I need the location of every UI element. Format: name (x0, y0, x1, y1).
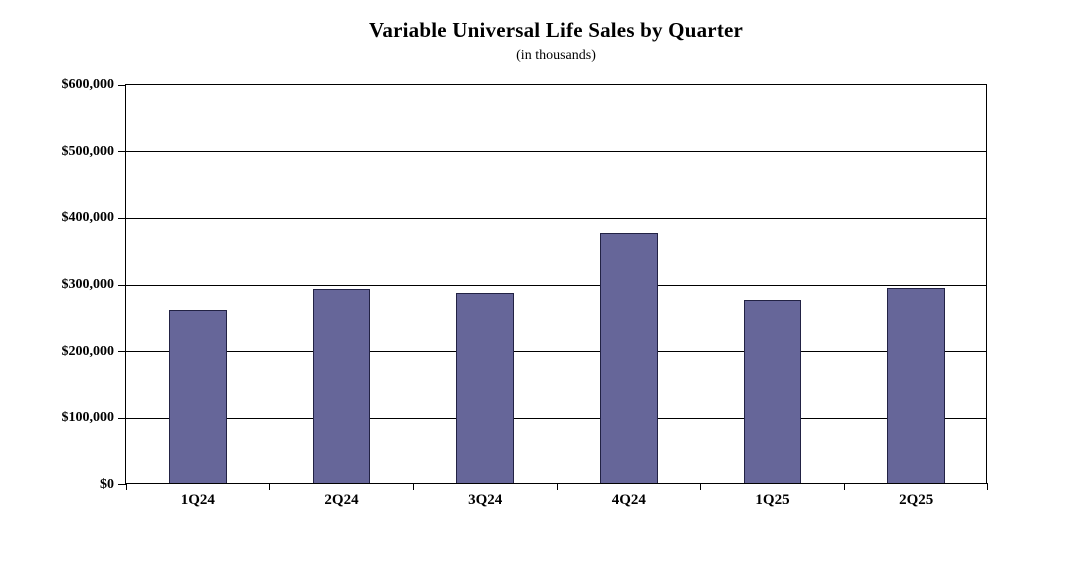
y-axis-tick (118, 85, 126, 86)
y-axis-label: $600,000 (61, 77, 115, 92)
gridline (126, 284, 986, 286)
plot-area: $0 $100,000 $200,000 $300,000 $400,000 $500,0… (62, 77, 988, 508)
bar-2Q24 (312, 289, 371, 483)
y-axis-label: $400,000 (61, 210, 115, 226)
x-axis-label: 3Q24 (468, 492, 503, 508)
gridline (126, 351, 986, 353)
x-axis-tick (700, 483, 702, 490)
bar-1Q24 (169, 309, 227, 483)
bar-2Q25 (887, 288, 945, 483)
x-axis-tick (126, 483, 127, 490)
chart-subtitle: (in thousands) (516, 48, 596, 63)
y-axis-tick (118, 351, 126, 353)
y-axis-label: $200,000 (61, 343, 115, 359)
y-axis-label: $300,000 (61, 277, 115, 292)
chart-title: Variable Universal Life Sales by Quarter (368, 18, 744, 42)
gridline (126, 151, 986, 153)
x-axis-tick (843, 483, 845, 490)
x-axis-label: 4Q24 (611, 492, 646, 508)
gridline (126, 417, 986, 419)
y-axis-tick (118, 151, 126, 153)
bar-4Q24 (600, 233, 658, 483)
x-axis-label: 1Q24 (180, 492, 215, 508)
bar-3Q24 (456, 293, 514, 483)
x-axis-tick (556, 483, 558, 490)
x-axis-label: 2Q24 (324, 492, 359, 508)
y-axis-tick (118, 217, 126, 219)
gridline (126, 217, 986, 219)
y-axis-label: $100,000 (61, 410, 115, 426)
y-axis-label: $500,000 (61, 143, 115, 159)
y-axis-tick (118, 284, 126, 286)
y-axis-label: $0 (100, 477, 114, 492)
bar-1Q25 (743, 300, 802, 483)
y-axis-tick (118, 484, 126, 485)
x-axis-tick (269, 483, 271, 490)
x-axis-label: 1Q25 (755, 492, 790, 508)
x-axis-tick (412, 483, 414, 490)
x-axis-tick (987, 483, 988, 490)
x-axis-label: 2Q25 (899, 492, 934, 508)
y-axis-tick (118, 417, 126, 419)
